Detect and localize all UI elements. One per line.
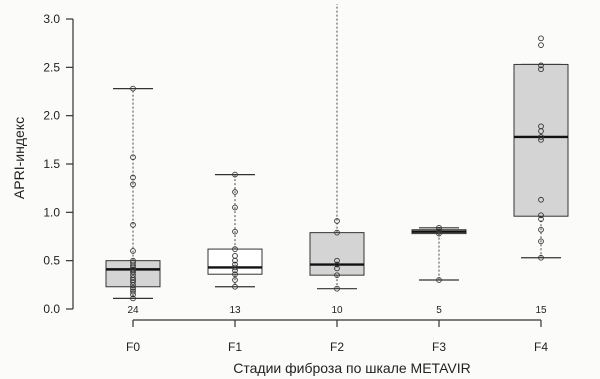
data-point xyxy=(334,265,340,272)
data-point xyxy=(436,228,442,235)
box-group-f4 xyxy=(513,35,569,261)
data-point xyxy=(130,275,136,281)
data-point xyxy=(538,136,544,143)
y-tick-label: 2.0 xyxy=(43,109,60,123)
data-point xyxy=(538,226,544,233)
data-point xyxy=(538,62,544,69)
data-point xyxy=(334,261,340,268)
data-point xyxy=(436,226,442,233)
data-point xyxy=(538,134,544,140)
box-group-f1 xyxy=(207,171,263,290)
y-tick-label: 0.0 xyxy=(43,302,60,316)
sample-count-label: 5 xyxy=(436,305,442,316)
box-iqr xyxy=(309,232,365,276)
data-point xyxy=(232,271,238,278)
data-point xyxy=(232,228,238,235)
data-point xyxy=(334,257,340,264)
sample-count-label: 24 xyxy=(127,305,139,316)
x-tick-label: F3 xyxy=(432,340,446,354)
data-point xyxy=(436,277,442,283)
sample-count-label: 13 xyxy=(229,305,241,316)
data-point xyxy=(334,218,340,224)
data-point xyxy=(130,181,136,188)
plot-area xyxy=(105,4,569,302)
data-point xyxy=(130,85,136,92)
data-point xyxy=(436,230,442,237)
data-point xyxy=(538,35,544,42)
data-point xyxy=(538,212,544,219)
x-axis-title: Стадии фиброза по шкале METAVIR xyxy=(233,360,470,376)
data-point xyxy=(130,279,136,285)
sample-count-label: 15 xyxy=(535,305,547,316)
y-tick-label: 1.5 xyxy=(43,157,60,171)
x-tick-label: F4 xyxy=(534,340,548,354)
x-tick-label: F2 xyxy=(330,340,344,354)
y-tick-label: 1.0 xyxy=(43,205,60,219)
data-point xyxy=(130,222,136,228)
data-point xyxy=(130,248,136,254)
data-point xyxy=(538,254,544,261)
data-point xyxy=(232,246,238,252)
data-point xyxy=(232,252,238,259)
box-group-f2 xyxy=(309,4,365,292)
data-point xyxy=(130,174,136,181)
data-point xyxy=(130,284,136,291)
data-point xyxy=(130,288,136,295)
x-tick-label: F1 xyxy=(228,340,242,354)
data-point xyxy=(130,295,136,302)
data-point xyxy=(232,277,238,283)
x-tick-label: F0 xyxy=(126,340,140,354)
data-point xyxy=(232,171,238,178)
data-point xyxy=(130,154,136,161)
data-point xyxy=(538,66,544,73)
data-point xyxy=(334,229,340,236)
data-point xyxy=(232,204,238,211)
data-point xyxy=(130,259,136,266)
data-point xyxy=(538,238,544,245)
data-point xyxy=(538,123,544,130)
data-point xyxy=(334,272,340,279)
data-point xyxy=(232,267,238,274)
data-point xyxy=(232,283,238,290)
data-point xyxy=(232,264,238,271)
data-point xyxy=(334,285,340,292)
box-group-f3 xyxy=(411,224,467,283)
x-axis: F0 24 F1 13 F2 10 F3 5 F4 15 xyxy=(126,305,548,354)
y-tick-label: 0.5 xyxy=(43,254,60,268)
data-point xyxy=(538,42,544,48)
data-point xyxy=(436,224,442,231)
y-tick-label: 2.5 xyxy=(43,60,60,74)
y-axis: 0.0 0.5 1.0 1.5 2.0 2.5 3.0 xyxy=(43,12,74,316)
box-group-f0 xyxy=(105,85,161,302)
y-axis-title: APRI-индекс xyxy=(11,117,27,199)
box-iqr xyxy=(207,248,263,275)
sample-count-label: 10 xyxy=(331,305,343,316)
data-point xyxy=(130,257,136,264)
y-tick-label: 3.0 xyxy=(43,12,60,26)
data-point xyxy=(130,266,136,273)
data-point xyxy=(538,216,544,222)
data-point xyxy=(538,196,544,203)
box-iqr xyxy=(513,63,569,217)
data-point xyxy=(232,261,238,268)
data-point xyxy=(232,189,238,195)
